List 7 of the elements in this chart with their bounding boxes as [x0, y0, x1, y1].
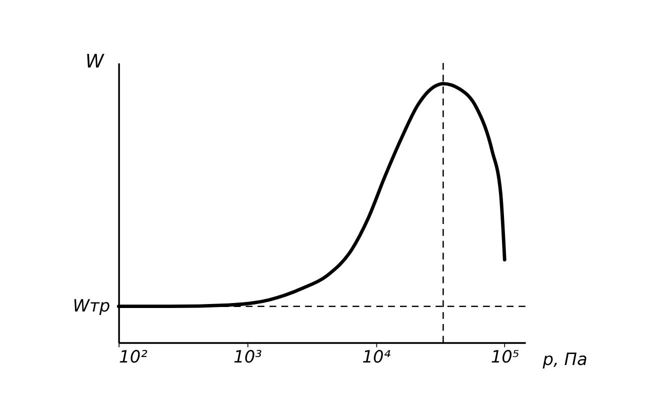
x-tick-label: 10⁴ — [362, 346, 391, 367]
y-axis-title: W — [85, 52, 104, 73]
x-tick-label: 10² — [119, 346, 148, 367]
x-axis-title: p, Па — [542, 349, 588, 370]
x-tick-label: 10³ — [234, 346, 262, 367]
x-tick-label: 10⁵ — [490, 346, 520, 367]
ref-line-label: Wтр — [72, 295, 110, 316]
